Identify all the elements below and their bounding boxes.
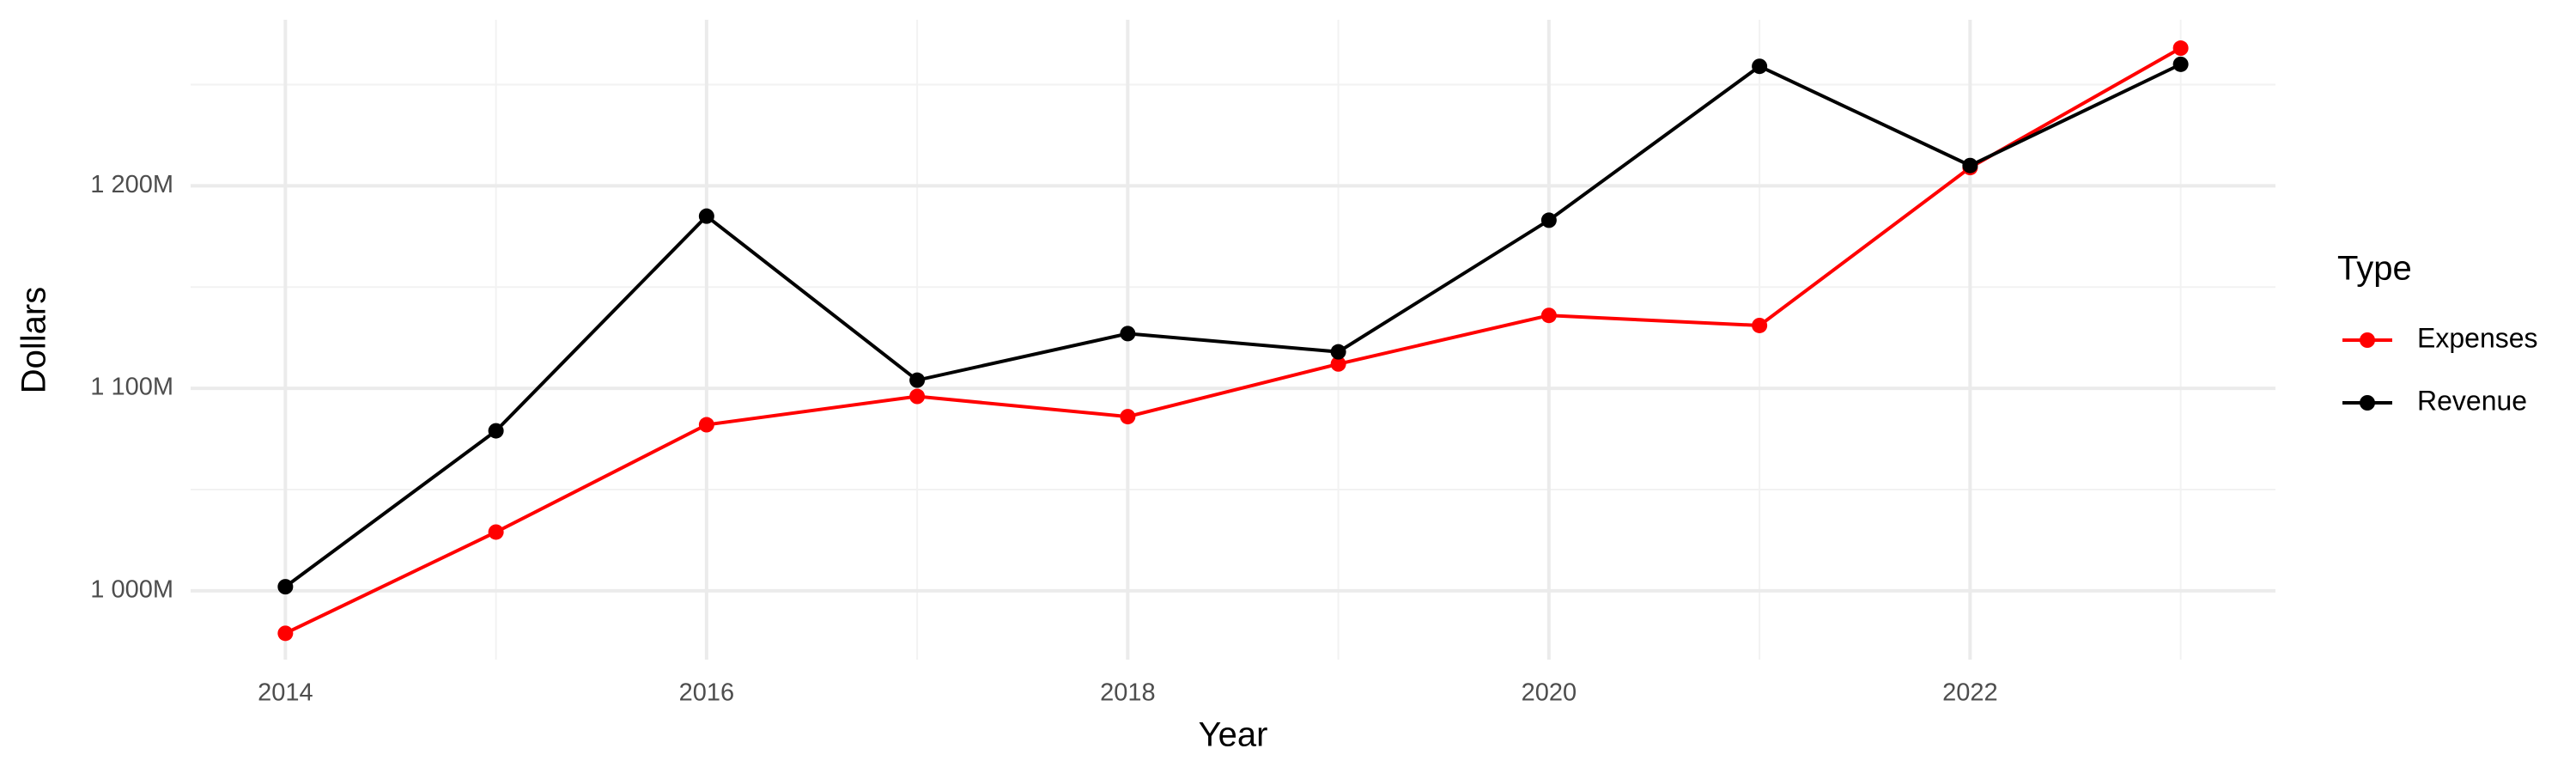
legend-key-point [2360,332,2375,348]
x-tick-label: 2022 [1942,679,1998,707]
legend-title: Type [2337,250,2412,288]
y-tick-label: 1 000M [90,575,173,603]
x-tick-label: 2016 [679,679,735,707]
data-point [909,372,926,388]
data-point [1540,212,1557,228]
x-tick-label: 2020 [1522,679,1577,707]
x-axis-title: Year [1199,716,1268,754]
data-point [2172,40,2189,57]
data-point [1120,409,1136,425]
y-tick-label: 1 100M [90,374,173,401]
legend-label: Revenue [2417,385,2527,416]
data-point [1540,307,1557,324]
x-tick-label: 2018 [1100,679,1156,707]
data-point [488,524,504,540]
data-point [1752,317,1768,333]
data-point [909,388,926,405]
data-point [488,423,504,439]
legend-key-point [2360,395,2375,411]
data-point [277,625,294,642]
data-point [2172,56,2189,72]
y-tick-label: 1 200M [90,171,173,198]
series-line [284,46,2182,636]
legend-label: Expenses [2417,322,2538,353]
data-point [1752,58,1768,75]
data-point [1120,326,1136,342]
data-point [1962,157,1978,173]
series-line [284,63,2182,588]
data-point [1330,344,1346,360]
data-point [698,417,714,433]
data-point [1330,356,1346,372]
y-axis-title: Dollars [15,287,53,393]
data-point [277,579,294,595]
x-tick-label: 2014 [258,679,313,707]
data-point [698,208,714,224]
